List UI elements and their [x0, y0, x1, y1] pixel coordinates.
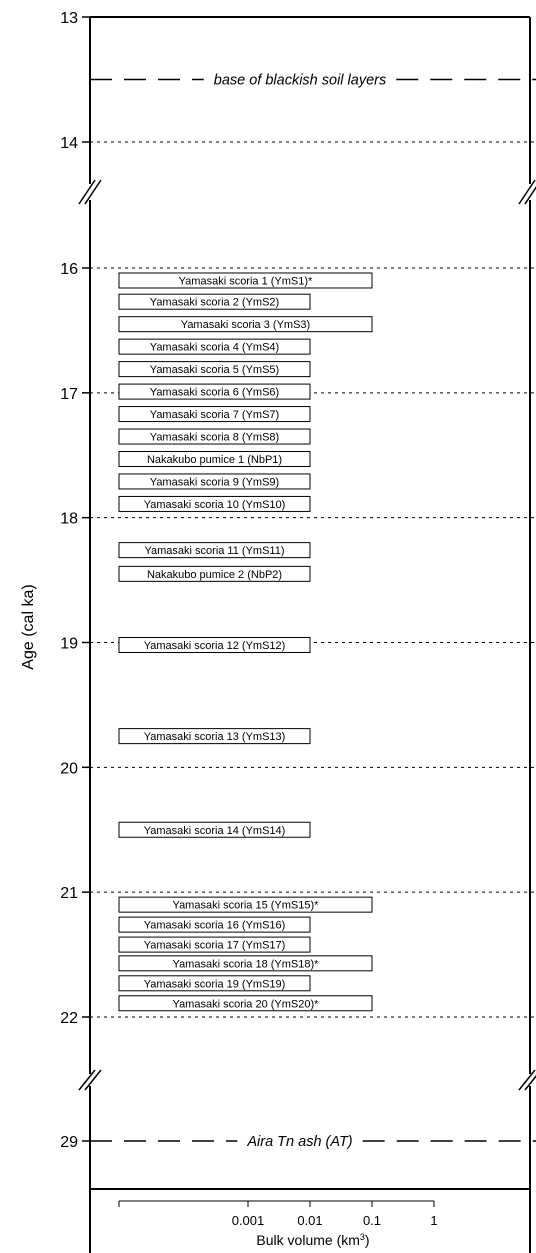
y-tick-label-13: 13: [60, 10, 78, 27]
bar-label-15: Yamasaki scoria 14 (YmS14): [144, 825, 286, 837]
bar-label-2: Yamasaki scoria 3 (YmS3): [181, 319, 310, 331]
y-tick-label-16: 16: [60, 261, 78, 278]
bar-11: [118, 542, 311, 559]
bar-label-12: Nakakubo pumice 2 (NbP2): [147, 569, 282, 581]
bar-2: [118, 316, 373, 333]
bar-5: [118, 383, 311, 400]
y-tick-label-18: 18: [60, 511, 78, 528]
bar-label-0: Yamasaki scoria 1 (YmS1)*: [179, 275, 313, 287]
bar-20: [118, 975, 311, 992]
bar-label-4: Yamasaki scoria 5 (YmS5): [150, 364, 279, 376]
x-axis-title-sup: 3: [360, 1232, 365, 1242]
y-tick-label-21: 21: [60, 885, 78, 902]
bar-label-19: Yamasaki scoria 18 (YmS18)*: [173, 958, 320, 970]
x-tick-label-0.1: 0.1: [363, 1213, 381, 1228]
axis-break-right-0-0: [518, 179, 536, 205]
bar-13: [118, 636, 311, 653]
bar-15: [118, 821, 311, 838]
x-tick-label-0.001: 0.001: [232, 1213, 265, 1228]
bar-label-6: Yamasaki scoria 7 (YmS7): [150, 409, 279, 421]
bar-16: [118, 896, 373, 913]
axis-break-right-1-1: [524, 1075, 536, 1091]
reference-line-label-1: Aira Tn ash (AT): [246, 1134, 352, 1150]
y-tick-label-20: 20: [60, 760, 78, 777]
bar-label-17: Yamasaki scoria 16 (YmS16): [144, 920, 286, 932]
bar-8: [118, 450, 311, 467]
axis-break-left-0-1: [84, 179, 102, 205]
bar-label-5: Yamasaki scoria 6 (YmS6): [150, 387, 279, 399]
bar-18: [118, 936, 311, 953]
axis-break-right-0-1: [524, 186, 536, 205]
bar-label-11: Yamasaki scoria 11 (YmS11): [145, 545, 285, 557]
y-axis-title: Age (cal ka): [20, 584, 37, 669]
bar-4: [118, 361, 311, 378]
axis-break-left-1-0: [78, 1069, 96, 1091]
bar-label-21: Yamasaki scoria 20 (YmS20)*: [173, 998, 320, 1010]
bar-14: [118, 728, 311, 745]
bar-21: [118, 995, 373, 1012]
axis-break-left-0-0: [78, 179, 96, 205]
bar-1: [118, 293, 311, 310]
bar-label-7: Yamasaki scoria 8 (YmS8): [150, 432, 279, 444]
bar-17: [118, 916, 311, 933]
bar-6: [118, 406, 311, 423]
axis-break-left-1-1: [84, 1069, 102, 1091]
bar-label-9: Yamasaki scoria 9 (YmS9): [150, 476, 279, 488]
y-tick-label-29: 29: [60, 1134, 78, 1151]
axis-break-right-1-0: [518, 1069, 536, 1091]
y-tick-label-19: 19: [60, 636, 78, 653]
reference-line-label-0: base of blackish soil layers: [214, 73, 386, 89]
bar-label-13: Yamasaki scoria 12 (YmS12): [144, 640, 286, 652]
bar-label-14: Yamasaki scoria 13 (YmS13): [144, 731, 286, 743]
x-tick-label-0.01: 0.01: [297, 1213, 322, 1228]
y-tick-label-17: 17: [60, 386, 78, 403]
x-axis-title-text: Bulk volume (km: [256, 1232, 359, 1248]
x-tick-label-1: 1: [430, 1213, 437, 1228]
bar-label-16: Yamasaki scoria 15 (YmS15)*: [173, 900, 320, 912]
bar-label-3: Yamasaki scoria 4 (YmS4): [150, 342, 279, 354]
y-tick-label-14: 14: [60, 135, 78, 152]
bar-label-10: Yamasaki scoria 10 (YmS10): [144, 499, 286, 511]
bar-label-18: Yamasaki scoria 17 (YmS17): [144, 940, 286, 952]
bar-label-8: Nakakubo pumice 1 (NbP1): [147, 454, 282, 466]
y-tick-label-22: 22: [60, 1010, 78, 1027]
bar-3: [118, 338, 311, 355]
bar-label-20: Yamasaki scoria 19 (YmS19): [144, 978, 286, 990]
x-axis-title-close: ): [365, 1232, 370, 1248]
bar-10: [118, 495, 311, 512]
bar-12: [118, 565, 311, 582]
bar-19: [118, 955, 373, 972]
bar-9: [118, 473, 311, 490]
x-axis-title: Bulk volume (km3): [256, 1232, 369, 1248]
bar-label-1: Yamasaki scoria 2 (YmS2): [150, 297, 279, 309]
bar-0: [118, 272, 373, 289]
bar-7: [118, 428, 311, 445]
